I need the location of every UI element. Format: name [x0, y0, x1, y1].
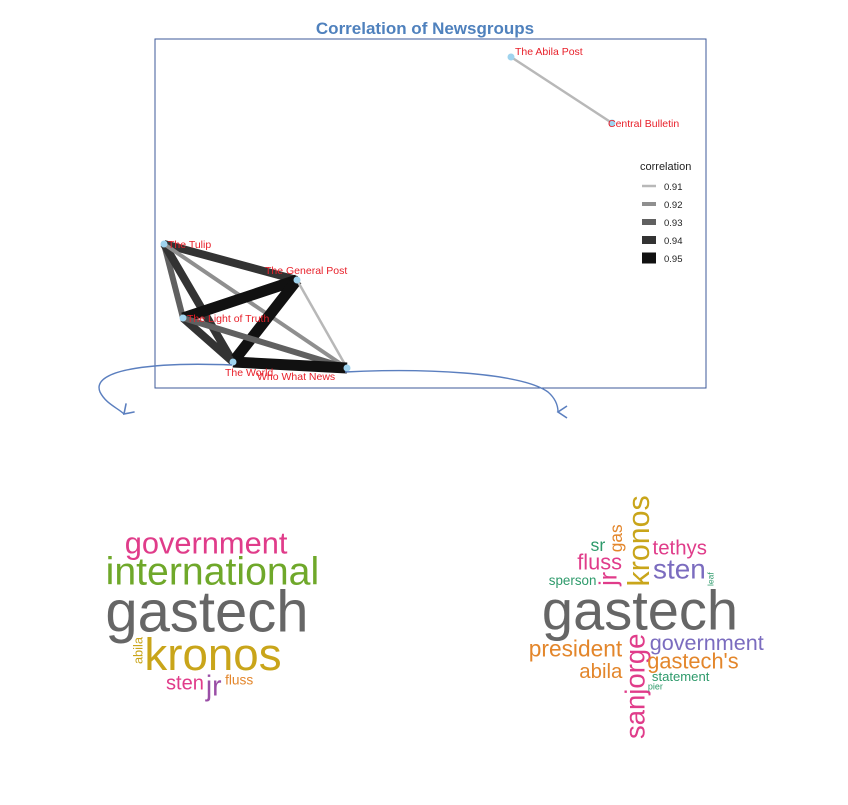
legend-label: 0.94 — [664, 236, 683, 247]
legend-label: 0.91 — [664, 182, 683, 193]
legend-label: 0.95 — [664, 254, 683, 265]
edge-tulip-who_what_news — [162, 242, 349, 370]
right-cloud-word: abila — [579, 661, 623, 683]
node-point-general_post — [293, 276, 301, 284]
right-cloud-word: sanjorge — [619, 634, 650, 740]
left-cloud-word: government — [125, 525, 288, 560]
right-cloud-word: statement — [652, 669, 710, 684]
node-label-who_what_news: Who What News — [257, 371, 335, 383]
node-label-central_bulletin: Central Bulletin — [608, 118, 679, 130]
left-cloud-word: gastech — [105, 580, 308, 645]
right-cloud-word: government — [650, 630, 764, 655]
network-plot-frame — [154, 38, 707, 389]
right-cloud-word: president — [529, 636, 623, 662]
right-cloud-word: gastech's — [647, 649, 739, 674]
correlation-legend: correlation 0.91 0.92 0.93 0.94 0.95 — [640, 161, 691, 265]
edge-general_post-light_of_truth — [181, 274, 299, 324]
right-cloud-word: fluss — [577, 549, 622, 574]
left-cloud-word: abila — [131, 636, 146, 664]
node-point-world — [229, 358, 237, 366]
edge-general_post-who_what_news — [295, 279, 349, 369]
node-point-tulip — [160, 240, 168, 248]
right-cloud-word: jr — [595, 572, 623, 587]
network-edges — [160, 55, 613, 374]
node-label-abila_post: The Abila Post — [515, 46, 583, 58]
edge-world-who_what_news — [232, 356, 348, 374]
node-point-who_what_news — [343, 364, 351, 372]
right-cloud-word: pier — [648, 681, 663, 691]
legend-title: correlation — [640, 161, 691, 173]
edge-light_of_truth-who_what_news — [182, 315, 348, 371]
right-cloud-word: leaf — [706, 572, 716, 586]
arrow-to-right-wordcloud — [344, 369, 568, 419]
legend-entries: 0.91 0.92 0.93 0.94 0.95 — [642, 182, 683, 265]
legend-label: 0.92 — [664, 200, 683, 211]
right-cloud-word: sr — [591, 535, 606, 555]
node-label-light_of_truth: The Light of Truth — [187, 313, 269, 325]
node-label-world: The World — [225, 367, 273, 379]
arrow-to-left-wordcloud — [98, 363, 233, 416]
node-point-central_bulletin — [608, 119, 616, 127]
right-cloud-word: sten — [653, 554, 706, 585]
chart-title: Correlation of Newsgroups — [316, 19, 534, 38]
node-label-general_post: The General Post — [265, 265, 347, 277]
left-cloud-word: fluss — [225, 672, 253, 687]
left-cloud-word: kronos — [144, 629, 281, 680]
node-point-abila_post — [507, 53, 515, 61]
left-cloud-word: jr — [205, 670, 222, 702]
edge-general_post-world — [228, 276, 302, 366]
right-cloud-word: sperson — [549, 573, 597, 588]
legend-label: 0.93 — [664, 218, 683, 229]
edge-tulip-general_post — [162, 240, 299, 284]
right-cloud-word: gastech — [542, 579, 738, 642]
edge-tulip-world — [160, 241, 237, 365]
node-point-light_of_truth — [179, 314, 187, 322]
node-label-tulip: The Tulip — [168, 239, 211, 251]
right-cloud-word: gas — [606, 524, 626, 552]
right-cloud-word: tethys — [653, 537, 707, 559]
edge-abila_post-central_bulletin — [510, 55, 613, 125]
network-nodes: The Abila Post Central Bulletin The Tulip T… — [160, 46, 679, 383]
left-cloud-word: sten — [166, 672, 204, 694]
right-cloud-word: kronos — [622, 495, 656, 586]
edge-light_of_truth-world — [180, 314, 236, 366]
left-cloud-word: international — [106, 550, 320, 593]
